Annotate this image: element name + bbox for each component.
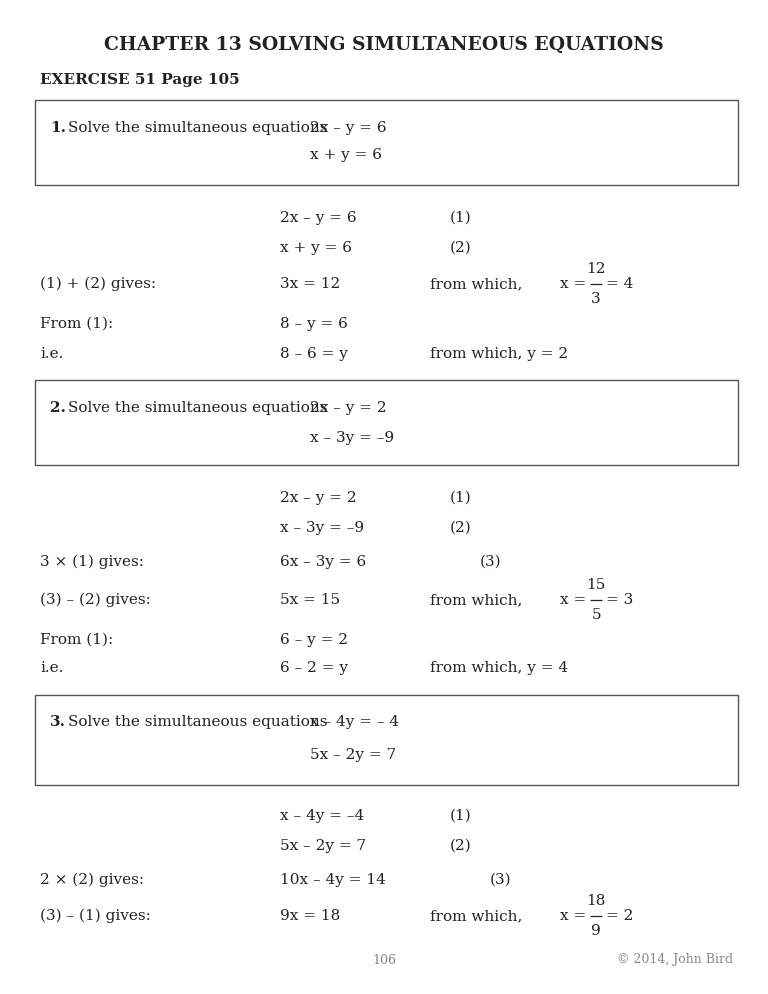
Text: 2.: 2.: [50, 401, 66, 415]
Text: 6 – y = 2: 6 – y = 2: [280, 633, 348, 647]
Bar: [35, 695, 738, 785]
Text: (2): (2): [450, 521, 472, 535]
Text: (3): (3): [480, 555, 502, 569]
Text: 3.: 3.: [50, 715, 66, 729]
Text: x =: x =: [560, 909, 586, 923]
Text: i.e.: i.e.: [40, 661, 64, 675]
Text: From (1):: From (1):: [40, 317, 113, 331]
Text: 3 × (1) gives:: 3 × (1) gives:: [40, 555, 144, 570]
Text: Solve the simultaneous equations: Solve the simultaneous equations: [68, 121, 327, 135]
Text: x – 3y = –9: x – 3y = –9: [280, 521, 364, 535]
Text: (1) + (2) gives:: (1) + (2) gives:: [40, 276, 156, 291]
Text: 2x – y = 6: 2x – y = 6: [280, 211, 356, 225]
Text: (3) – (2) gives:: (3) – (2) gives:: [40, 592, 151, 607]
Text: 1.: 1.: [50, 121, 66, 135]
Text: (3) – (1) gives:: (3) – (1) gives:: [40, 909, 151, 923]
Text: Solve the simultaneous equations: Solve the simultaneous equations: [68, 715, 327, 729]
Text: 2x – y = 2: 2x – y = 2: [310, 401, 386, 415]
Text: 6 – 2 = y: 6 – 2 = y: [280, 661, 348, 675]
Text: (1): (1): [450, 211, 472, 225]
Text: 9x = 18: 9x = 18: [280, 909, 340, 923]
Text: i.e.: i.e.: [40, 347, 64, 361]
Text: Solve the simultaneous equations: Solve the simultaneous equations: [68, 401, 327, 415]
Text: 8 – y = 6: 8 – y = 6: [280, 317, 348, 331]
Text: 5x – 2y = 7: 5x – 2y = 7: [310, 748, 396, 762]
Text: = 3: = 3: [606, 593, 634, 607]
Text: from which, y = 4: from which, y = 4: [430, 661, 568, 675]
Text: EXERCISE 51 Page 105: EXERCISE 51 Page 105: [40, 73, 240, 87]
Text: = 4: = 4: [606, 277, 634, 291]
Text: 10x – 4y = 14: 10x – 4y = 14: [280, 873, 386, 887]
Text: 12: 12: [586, 262, 606, 276]
Text: x =: x =: [560, 593, 586, 607]
Text: 8 – 6 = y: 8 – 6 = y: [280, 347, 348, 361]
Text: (3): (3): [490, 873, 511, 887]
Text: 15: 15: [587, 578, 606, 592]
Text: 5x – 2y = 7: 5x – 2y = 7: [280, 839, 366, 853]
Text: (1): (1): [450, 491, 472, 505]
Text: x =: x =: [560, 277, 586, 291]
Text: from which,: from which,: [430, 593, 522, 607]
Text: x – 4y = – 4: x – 4y = – 4: [310, 715, 399, 729]
Text: from which,: from which,: [430, 277, 522, 291]
Text: x + y = 6: x + y = 6: [280, 241, 352, 255]
Text: 3x = 12: 3x = 12: [280, 277, 340, 291]
Text: from which, y = 2: from which, y = 2: [430, 347, 568, 361]
Text: = 2: = 2: [606, 909, 634, 923]
Text: From (1):: From (1):: [40, 633, 113, 647]
Text: 2x – y = 6: 2x – y = 6: [310, 121, 386, 135]
Text: x – 4y = –4: x – 4y = –4: [280, 809, 364, 823]
Text: 9: 9: [591, 924, 601, 938]
Text: (2): (2): [450, 241, 472, 255]
Text: (1): (1): [450, 809, 472, 823]
Text: 106: 106: [372, 953, 396, 966]
Text: © 2014, John Bird: © 2014, John Bird: [617, 953, 733, 966]
Text: 5x = 15: 5x = 15: [280, 593, 340, 607]
Text: from which,: from which,: [430, 909, 522, 923]
Text: x + y = 6: x + y = 6: [310, 148, 382, 162]
Text: 5: 5: [591, 608, 601, 622]
Text: 2x – y = 2: 2x – y = 2: [280, 491, 356, 505]
Text: 6x – 3y = 6: 6x – 3y = 6: [280, 555, 366, 569]
Text: x – 3y = –9: x – 3y = –9: [310, 431, 394, 445]
Text: 2 × (2) gives:: 2 × (2) gives:: [40, 873, 144, 888]
Text: 18: 18: [587, 894, 606, 908]
Text: 3: 3: [591, 292, 601, 306]
Text: CHAPTER 13 SOLVING SIMULTANEOUS EQUATIONS: CHAPTER 13 SOLVING SIMULTANEOUS EQUATION…: [104, 36, 664, 54]
Bar: [35, 100, 738, 185]
Bar: [35, 380, 738, 465]
Text: (2): (2): [450, 839, 472, 853]
